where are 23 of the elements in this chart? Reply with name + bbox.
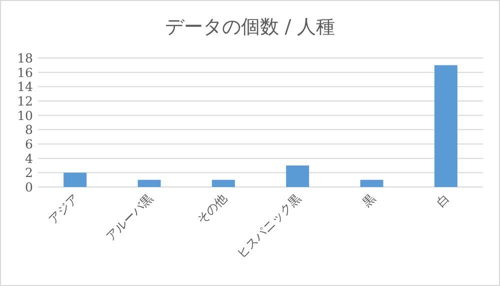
y-tick-label: 10 <box>17 108 34 123</box>
bar <box>212 180 235 187</box>
y-tick-label: 4 <box>25 150 34 166</box>
x-tick-label: 白 <box>434 191 452 210</box>
y-tick-label: 2 <box>25 165 33 180</box>
bar <box>286 166 310 187</box>
y-tick-label: 12 <box>17 94 33 108</box>
x-tick-label: アジア <box>46 191 82 227</box>
x-tick-label: ヒスパニック黒 <box>234 191 304 261</box>
y-tick-label: 18 <box>17 50 34 66</box>
y-tick-label: 14 <box>17 79 34 94</box>
bar <box>138 180 161 187</box>
y-tick-label: 6 <box>25 136 34 152</box>
x-tick-label: その他 <box>194 191 230 227</box>
x-tick-label: 黒 <box>359 191 378 210</box>
y-tick-label: 8 <box>25 122 34 138</box>
chart-title: データの個数 / 人種 <box>164 16 336 38</box>
bar <box>64 172 87 187</box>
bar <box>360 180 384 187</box>
x-tick-label: アルーバ黒 <box>103 191 156 244</box>
y-tick-label: 0 <box>25 180 34 194</box>
bar <box>434 65 458 187</box>
y-tick-label: 16 <box>17 64 34 80</box>
